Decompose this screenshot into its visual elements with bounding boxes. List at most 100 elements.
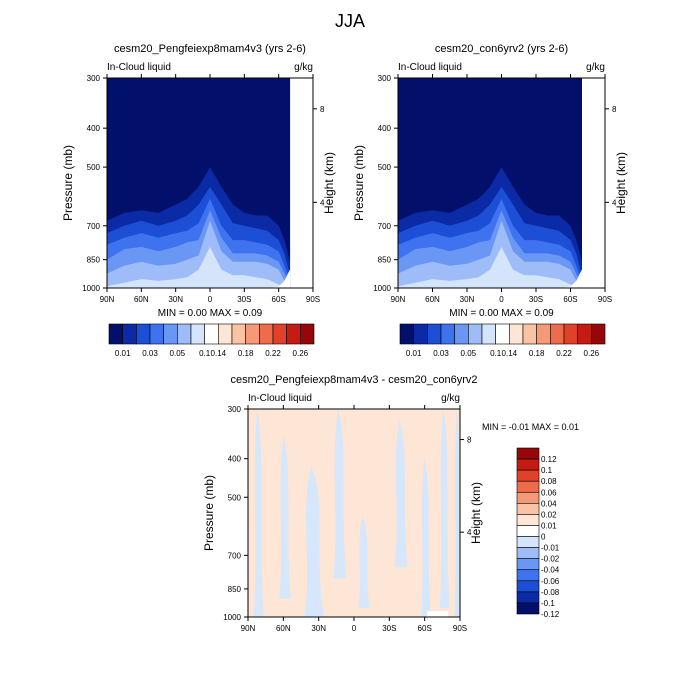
y-tick-label: 400 bbox=[87, 124, 101, 133]
colorbar-label: 0.18 bbox=[238, 349, 254, 358]
diff-negative-fill bbox=[420, 458, 431, 617]
colorbar-box bbox=[108, 323, 123, 345]
x-tick-label: 90N bbox=[100, 295, 115, 304]
colorbar-label: 0.03 bbox=[142, 349, 158, 358]
y-right-axis-title: Height (km) bbox=[614, 152, 628, 214]
colorbar-box bbox=[177, 323, 192, 345]
colorbar-label: -0.06 bbox=[541, 577, 560, 586]
x-tick-label: 30N bbox=[311, 624, 326, 633]
x-tick-label: 60N bbox=[425, 295, 440, 304]
panel-title: cesm20_con6yrv2 (yrs 2-6) bbox=[435, 43, 568, 55]
y-right-tick-label: 4 bbox=[320, 198, 325, 207]
x-tick-label: 60S bbox=[563, 295, 577, 304]
colorbar-box bbox=[259, 323, 274, 345]
x-tick-label: 0 bbox=[352, 624, 357, 633]
colorbar-label: 0.01 bbox=[406, 349, 422, 358]
colorbar-box bbox=[272, 323, 287, 345]
diff-negative-fill bbox=[253, 409, 264, 617]
colorbar-box bbox=[286, 323, 301, 345]
colorbar-box bbox=[516, 525, 540, 537]
colorbar-box bbox=[300, 323, 315, 345]
left-string: In-Cloud liquid bbox=[248, 393, 312, 404]
diff-negative-fill bbox=[439, 409, 450, 609]
colorbar-box bbox=[149, 323, 164, 345]
diff-negative-fill bbox=[454, 409, 460, 617]
y-tick-label: 1000 bbox=[223, 613, 241, 622]
x-tick-label: 60S bbox=[272, 295, 286, 304]
contour-fill-level-6 bbox=[107, 246, 291, 288]
colorbar-label: 0.08 bbox=[541, 477, 557, 486]
colorbar-label: 0.01 bbox=[541, 521, 557, 530]
colorbar-label: 0 bbox=[541, 533, 546, 542]
diff-negative-fill bbox=[304, 467, 324, 617]
missing-data-mask bbox=[290, 78, 313, 288]
y-tick-label: 850 bbox=[228, 585, 242, 594]
colorbar-box bbox=[516, 469, 540, 482]
left-string: In-Cloud liquid bbox=[107, 62, 171, 73]
colorbar-box bbox=[516, 458, 540, 471]
y-tick-label: 300 bbox=[87, 74, 101, 83]
colorbar-label: 0.26 bbox=[293, 349, 309, 358]
colorbar-label: 0.12 bbox=[541, 455, 557, 464]
colorbar-box bbox=[516, 536, 540, 548]
x-tick-label: 60S bbox=[418, 624, 432, 633]
x-tick-label: 90N bbox=[241, 624, 256, 633]
y-tick-label: 850 bbox=[87, 256, 101, 265]
colorbar-label: 0.05 bbox=[461, 349, 477, 358]
colorbar-label: 0.02 bbox=[541, 510, 557, 519]
colorbar-box bbox=[516, 580, 540, 593]
colorbar-box bbox=[136, 323, 151, 345]
colorbar-label: -0.01 bbox=[541, 544, 560, 553]
colorbar-box bbox=[516, 491, 540, 504]
x-tick-label: 30N bbox=[460, 295, 475, 304]
colorbar-box bbox=[577, 323, 592, 345]
y-right-tick-label: 4 bbox=[467, 528, 472, 537]
x-tick-label: 90N bbox=[391, 295, 406, 304]
panel-p1: cesm20_Pengfeiexp8mam4v3 (yrs 2-6) In-Clo… bbox=[61, 43, 336, 358]
colorbar-label: 0.22 bbox=[556, 349, 572, 358]
colorbar-label: 0.1 bbox=[490, 349, 502, 358]
x-tick-label: 0 bbox=[208, 295, 213, 304]
missing-data-mask bbox=[582, 78, 605, 288]
min-max-text: MIN = -0.01 MAX = 0.01 bbox=[482, 422, 579, 432]
x-tick-label: 30S bbox=[382, 624, 396, 633]
colorbar-box bbox=[427, 323, 442, 345]
page-title: JJA bbox=[335, 11, 365, 31]
colorbar-box bbox=[399, 323, 414, 345]
colorbar-box bbox=[516, 602, 540, 615]
colorbar-box bbox=[516, 514, 540, 526]
panel-p2: cesm20_con6yrv2 (yrs 2-6) In-Cloud liquid… bbox=[352, 43, 628, 358]
colorbar-box bbox=[454, 323, 469, 345]
y-axis-title: Pressure (mb) bbox=[352, 145, 366, 221]
right-string: g/kg bbox=[441, 393, 460, 404]
colorbar-label: -0.04 bbox=[541, 566, 560, 575]
contour-fill-level-5 bbox=[107, 220, 291, 288]
y-tick-label: 300 bbox=[378, 74, 392, 83]
colorbar-box bbox=[536, 323, 551, 345]
contour-fill-level-5 bbox=[398, 220, 582, 288]
colorbar-box bbox=[440, 323, 455, 345]
min-max-text: MIN = 0.00 MAX = 0.09 bbox=[158, 308, 263, 319]
colorbar-box bbox=[245, 323, 260, 345]
panel-p3: cesm20_Pengfeiexp8mam4v3 - cesm20_con6yr… bbox=[202, 374, 579, 633]
colorbar-label: -0.08 bbox=[541, 588, 560, 597]
x-tick-label: 90S bbox=[598, 295, 612, 304]
colorbar-label: 0.01 bbox=[115, 349, 131, 358]
plot-area bbox=[398, 78, 605, 288]
colorbar-box bbox=[516, 447, 540, 460]
y-axis-title: Pressure (mb) bbox=[61, 145, 75, 221]
x-tick-label: 90S bbox=[306, 295, 320, 304]
colorbar-label: 0.14 bbox=[211, 349, 227, 358]
colorbar-label: 0.26 bbox=[584, 349, 600, 358]
y-right-tick-label: 4 bbox=[612, 198, 617, 207]
colorbar-box bbox=[204, 323, 219, 345]
colorbar-box bbox=[516, 480, 540, 493]
x-tick-label: 60N bbox=[276, 624, 291, 633]
y-axis-title: Pressure (mb) bbox=[202, 475, 216, 551]
y-right-tick-label: 8 bbox=[320, 105, 325, 114]
missing-data-mask bbox=[427, 611, 449, 617]
colorbar-label: 0.14 bbox=[502, 349, 518, 358]
left-string: In-Cloud liquid bbox=[398, 62, 462, 73]
colorbar-box bbox=[516, 503, 540, 515]
